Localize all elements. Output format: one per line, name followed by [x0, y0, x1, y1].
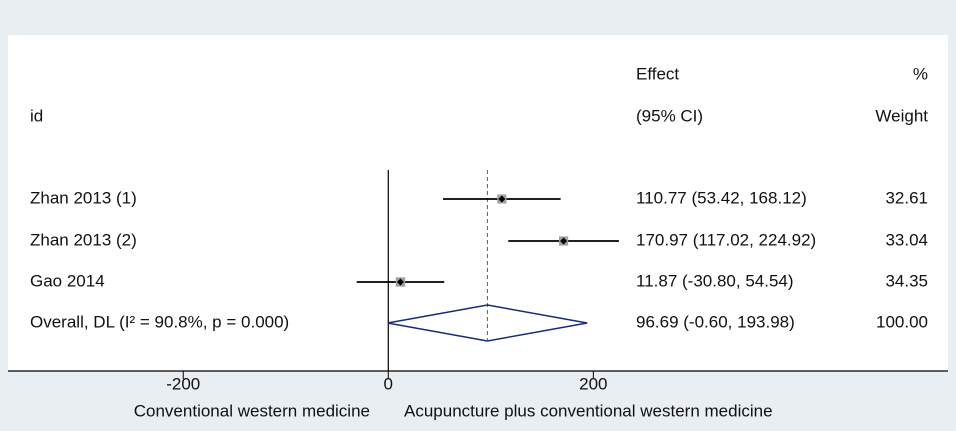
plot-area	[8, 35, 948, 371]
header-effect: (95% CI)	[636, 106, 703, 125]
x-tick-label: 200	[579, 374, 607, 393]
x-tick-label: -200	[166, 374, 200, 393]
study-label: Zhan 2013 (2)	[30, 230, 137, 249]
point-estimate	[560, 237, 568, 245]
weight-label: 100.00	[876, 312, 928, 331]
point-estimate	[396, 278, 404, 286]
overall-label: Overall, DL (I² = 90.8%, p = 0.000)	[30, 312, 289, 331]
ci-label: 110.77 (53.42, 168.12)	[636, 188, 807, 207]
header-id: id	[30, 106, 43, 125]
overall-diamond	[387, 304, 588, 342]
point-estimate	[498, 195, 506, 203]
x-axis-label: Conventional western medicine	[134, 401, 370, 420]
weight-label: 33.04	[885, 230, 928, 249]
study-label: Zhan 2013 (1)	[30, 188, 137, 207]
weight-label: 32.61	[885, 188, 928, 207]
ci-label: 96.69 (-0.60, 193.98)	[636, 312, 795, 331]
ci-label: 11.87 (-30.80, 54.54)	[636, 271, 794, 290]
study-label: Gao 2014	[30, 271, 105, 290]
x-axis-label: Acupuncture plus conventional western me…	[404, 401, 773, 420]
header-weight: %	[913, 64, 928, 83]
header-effect: Effect	[636, 64, 679, 83]
ci-label: 170.97 (117.02, 224.92)	[636, 230, 816, 249]
weight-label: 34.35	[885, 271, 928, 290]
header-weight: Weight	[875, 106, 928, 125]
x-tick-label: 0	[384, 374, 393, 393]
